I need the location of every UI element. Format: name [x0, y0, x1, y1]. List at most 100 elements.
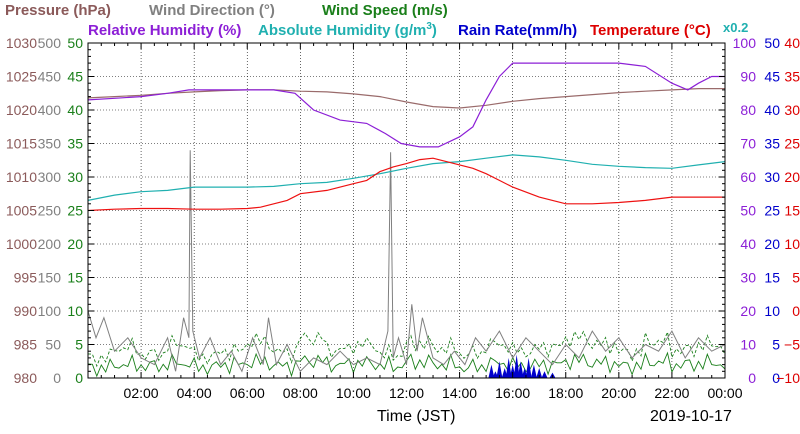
- y-tick-label: 90: [740, 69, 756, 85]
- x-tick-label: 12:00: [389, 385, 424, 401]
- y-tick-label: 1005: [6, 203, 37, 219]
- y-tick-label: 35: [67, 136, 83, 152]
- rain-rate-bar: [488, 364, 495, 378]
- y-tick-label: 25: [764, 203, 780, 219]
- y-tick-label: 40: [764, 102, 780, 118]
- y-tick-label: 25: [784, 136, 800, 152]
- y-tick-label: 10: [67, 303, 83, 319]
- y-tick-label: 990: [14, 303, 38, 319]
- y-tick-label: 15: [67, 270, 83, 286]
- x-tick-label: 20:00: [601, 385, 636, 401]
- legend-rain-rate: Rain Rate(mm/h): [458, 22, 577, 39]
- y-tick-label: 50: [740, 203, 756, 219]
- y-tick-label: 500: [38, 35, 62, 51]
- y-tick-label: 15: [784, 203, 800, 219]
- y-tick-label: 20: [740, 303, 756, 319]
- y-tick-label: 30: [784, 102, 800, 118]
- x-tick-label: 08:00: [283, 385, 318, 401]
- y-tick-label: −10: [776, 370, 800, 386]
- y-tick-label: 70: [740, 136, 756, 152]
- legend-relative-humidity: Relative Humidity (%): [88, 22, 241, 39]
- y-tick-label: 30: [740, 270, 756, 286]
- y-tick-label: 980: [14, 370, 38, 386]
- y-tick-label: 1025: [6, 69, 37, 85]
- y-tick-label: 25: [67, 203, 83, 219]
- y-tick-label: 10: [740, 337, 756, 353]
- absolute_humidity-line: [87, 154, 726, 201]
- grid: [88, 43, 725, 378]
- y-tick-label: 10: [764, 303, 780, 319]
- legend-wind-speed: Wind Speed (m/s): [322, 2, 448, 19]
- y-tick-label: 0: [792, 303, 800, 319]
- y-tick-label: 15: [764, 270, 780, 286]
- y-tick-label: 10: [784, 236, 800, 252]
- y-tick-label: 80: [740, 102, 756, 118]
- y-tick-label: 100: [733, 35, 757, 51]
- y-tick-label: 400: [38, 102, 62, 118]
- y-tick-label: 1020: [6, 102, 37, 118]
- y-tick-label: 0: [53, 370, 61, 386]
- axes-layer: 02:00 04:00 06:00 08:00 10:00 12:00 14:00 16:00…: [6, 35, 800, 401]
- wind-direction-line: [87, 150, 726, 373]
- y-tick-label: 450: [38, 69, 62, 85]
- y-tick-label: 40: [67, 102, 83, 118]
- y-tick-label: 30: [67, 169, 83, 185]
- y-tick-label: 100: [38, 303, 62, 319]
- y-tick-label: 50: [67, 35, 83, 51]
- date-label: 2019-10-17: [650, 408, 732, 425]
- y-tick-label: 35: [764, 136, 780, 152]
- y-tick-label: 995: [14, 270, 38, 286]
- y-tick-label: 30: [764, 169, 780, 185]
- y-tick-label: 300: [38, 169, 62, 185]
- wind-speed-gust-line: [87, 330, 726, 368]
- rain-rate-bar: [513, 354, 520, 378]
- y-tick-label: −5: [784, 337, 800, 353]
- rain-rate-bar: [505, 357, 512, 378]
- y-tick-label: 20: [67, 236, 83, 252]
- y-tick-label: 1010: [6, 169, 37, 185]
- rain-rate-bar: [517, 361, 524, 378]
- y-tick-label: 20: [784, 169, 800, 185]
- x-axis-label: Time (JST): [377, 408, 456, 425]
- legend-pressure: Pressure (hPa): [5, 2, 111, 19]
- x-tick-label: 10:00: [336, 385, 371, 401]
- legend-absolute-humidity-label: Absolute Humidity (g/m: [258, 22, 426, 39]
- x-tick-label: 02:00: [124, 385, 159, 401]
- x-tick-label: 22:00: [654, 385, 689, 401]
- y-tick-label: 350: [38, 136, 62, 152]
- x-tick-label: 06:00: [230, 385, 265, 401]
- y-tick-label: 1030: [6, 35, 37, 51]
- y-tick-label: 40: [784, 35, 800, 51]
- relative_humidity-line: [87, 62, 725, 148]
- y-tick-label: 1015: [6, 136, 37, 152]
- rain-rate-bar: [541, 371, 548, 378]
- y-tick-label: 0: [772, 370, 780, 386]
- legend-absolute-humidity-close: ): [432, 22, 437, 39]
- series-layer: [87, 62, 726, 378]
- x-tick-label: 00:00: [707, 385, 742, 401]
- y-tick-label: 60: [740, 169, 756, 185]
- y-tick-label: 35: [784, 69, 800, 85]
- y-tick-label: 5: [792, 270, 800, 286]
- y-tick-label: 1000: [6, 236, 37, 252]
- y-tick-label: 0: [748, 370, 756, 386]
- x-tick-label: 18:00: [548, 385, 583, 401]
- y-tick-label: 0: [75, 370, 83, 386]
- temperature-line: [87, 157, 725, 212]
- rain-rate-bar: [536, 367, 543, 378]
- x-tick-label: 04:00: [177, 385, 212, 401]
- rain-rate-bar: [525, 357, 532, 378]
- y-tick-label: 985: [14, 337, 38, 353]
- y-tick-label: 200: [38, 236, 62, 252]
- legend-absolute-humidity-sup: 3: [426, 21, 432, 32]
- y-tick-label: 45: [764, 69, 780, 85]
- legend-temperature: Temperature (°C): [590, 22, 711, 39]
- x-tick-label: 16:00: [495, 385, 530, 401]
- y-tick-label: 250: [38, 203, 62, 219]
- y-tick-label: 150: [38, 270, 62, 286]
- x-tick-label: 14:00: [442, 385, 477, 401]
- y-tick-label: 50: [764, 35, 780, 51]
- axis-note: x0.2: [723, 20, 748, 35]
- pressure-line: [87, 87, 725, 109]
